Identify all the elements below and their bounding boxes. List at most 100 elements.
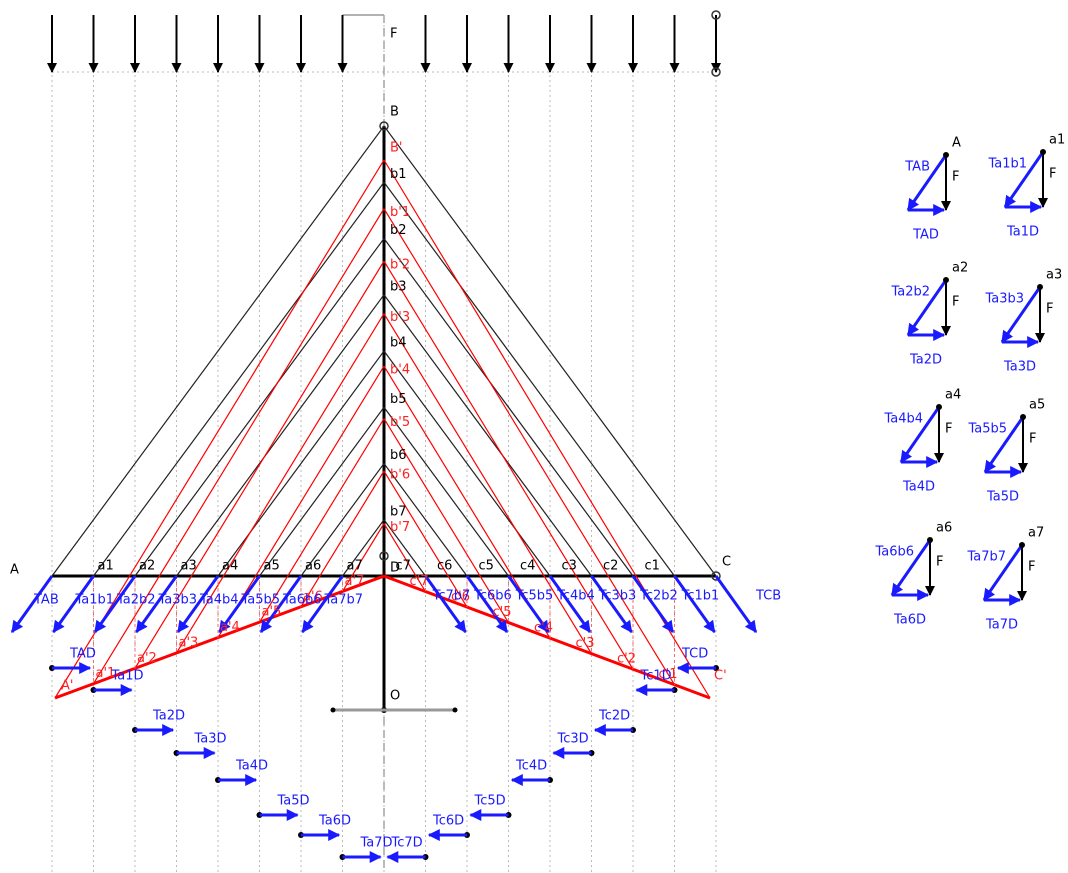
- node-label: c'5: [493, 605, 512, 620]
- point: [331, 708, 336, 713]
- node-label: b'7: [390, 520, 410, 535]
- node-label: O: [390, 689, 400, 704]
- member: [52, 126, 384, 576]
- red-member: [94, 209, 385, 684]
- force-label: Tc2b2: [639, 589, 678, 604]
- node-label: b'6: [390, 468, 410, 483]
- force-label: TAB: [904, 160, 930, 175]
- force-label: Ta3D: [194, 732, 227, 747]
- force-label: TCB: [755, 589, 781, 604]
- truss-diagram: Fa'1c'1b'1b1a1c1a'2c'2b'2b2a2c2a'3c'3b'3…: [0, 0, 1068, 873]
- force-label: Ta4b4: [199, 593, 239, 608]
- node-label: b'4: [390, 363, 410, 378]
- node-label: a1: [1049, 133, 1065, 148]
- node-label: b5: [390, 392, 407, 407]
- point: [927, 537, 933, 543]
- point: [1019, 542, 1025, 548]
- node-label: C: [722, 555, 731, 570]
- force-label: TAD: [912, 228, 939, 243]
- force-label: Tc5D: [474, 794, 506, 809]
- force-label: Tc4b4: [556, 589, 595, 604]
- point: [943, 152, 949, 158]
- force-label: Ta7D: [985, 618, 1018, 633]
- point: [943, 277, 949, 283]
- load-label: F: [1049, 167, 1056, 182]
- node-label: a2: [139, 559, 155, 574]
- point: [1020, 414, 1026, 420]
- force-label: Tc1b1: [681, 589, 720, 604]
- node-label: a3: [181, 559, 197, 574]
- force-label: Tc1D: [640, 669, 672, 684]
- load-label: F: [945, 422, 952, 437]
- member: [177, 295, 385, 576]
- node-label: a2: [952, 261, 968, 276]
- node-label: b2: [390, 223, 407, 238]
- node-label: A: [952, 136, 961, 151]
- force-label: Ta2D: [909, 353, 942, 368]
- member: [384, 126, 716, 576]
- force-label: Tc3b3: [598, 589, 637, 604]
- load-label: F: [1028, 560, 1035, 575]
- force-label: Ta2D: [152, 709, 185, 724]
- force-label: Ta2b2: [890, 285, 930, 300]
- node-label: b4: [390, 336, 407, 351]
- member: [260, 407, 385, 576]
- load-label: F: [952, 295, 959, 310]
- force-label: Ta7D: [360, 836, 393, 851]
- load-label: F: [936, 555, 943, 570]
- force-label: Ta1b1: [987, 157, 1027, 172]
- node-label: a1: [98, 559, 114, 574]
- force-arrow: [550, 576, 590, 632]
- member: [218, 351, 384, 576]
- node-label: b'1: [390, 205, 410, 220]
- node-label: c'7: [410, 574, 429, 589]
- force-label: TCD: [681, 647, 708, 662]
- node-label: a'7: [345, 574, 365, 589]
- force-label: Ta6b6: [282, 593, 322, 608]
- point: [1037, 284, 1043, 290]
- force-label: Ta4D: [235, 759, 268, 774]
- force-label: Ta3D: [1003, 360, 1036, 375]
- node-label: b3: [390, 279, 407, 294]
- node-label: c'2: [617, 652, 636, 667]
- force-arrow: [716, 576, 756, 632]
- labels: Fa'1c'1b'1b1a1c1a'2c'2b'2b2a2c2a'3c'3b'3…: [10, 27, 1065, 851]
- load-label: F: [952, 170, 959, 185]
- node-label: a4: [222, 559, 238, 574]
- node-label: c'3: [576, 636, 595, 651]
- force-label: Tc5b5: [515, 589, 554, 604]
- node-label: A: [10, 563, 19, 578]
- layout: [12, 11, 1046, 873]
- force-label: Ta3b3: [984, 292, 1024, 307]
- force-label: Tc4D: [515, 759, 547, 774]
- force-label: Ta2b2: [116, 593, 156, 608]
- member: [384, 351, 550, 576]
- force-label: Ta7b7: [966, 550, 1006, 565]
- force-label: TAD: [69, 647, 96, 662]
- node-label: a6: [936, 521, 952, 536]
- node-label: a'4: [220, 620, 240, 635]
- node-label: D: [390, 561, 400, 576]
- load-label: F: [1046, 302, 1053, 317]
- node-label: a5: [264, 559, 280, 574]
- load-label: F: [390, 27, 397, 42]
- force-label: TAB: [33, 593, 59, 608]
- node-label: b'3: [390, 310, 410, 325]
- node-label: b7: [390, 504, 407, 519]
- force-label: Ta1D: [1006, 225, 1039, 240]
- node-label: A': [61, 679, 73, 694]
- force-label: Ta5b5: [967, 422, 1007, 437]
- node-label: c6: [437, 559, 452, 574]
- node-label: b'2: [390, 258, 410, 273]
- force-label: Ta7b7: [324, 593, 364, 608]
- force-label: Ta3b3: [158, 593, 198, 608]
- force-label: Tc6b6: [473, 589, 512, 604]
- node-label: a7: [347, 559, 363, 574]
- node-label: c2: [603, 559, 618, 574]
- node-label: c3: [562, 559, 577, 574]
- force-label: Ta5b5: [241, 593, 281, 608]
- force-label: Ta6b6: [874, 545, 914, 560]
- force-arrow: [467, 576, 507, 632]
- point: [936, 404, 942, 410]
- force-label: Ta5D: [277, 794, 310, 809]
